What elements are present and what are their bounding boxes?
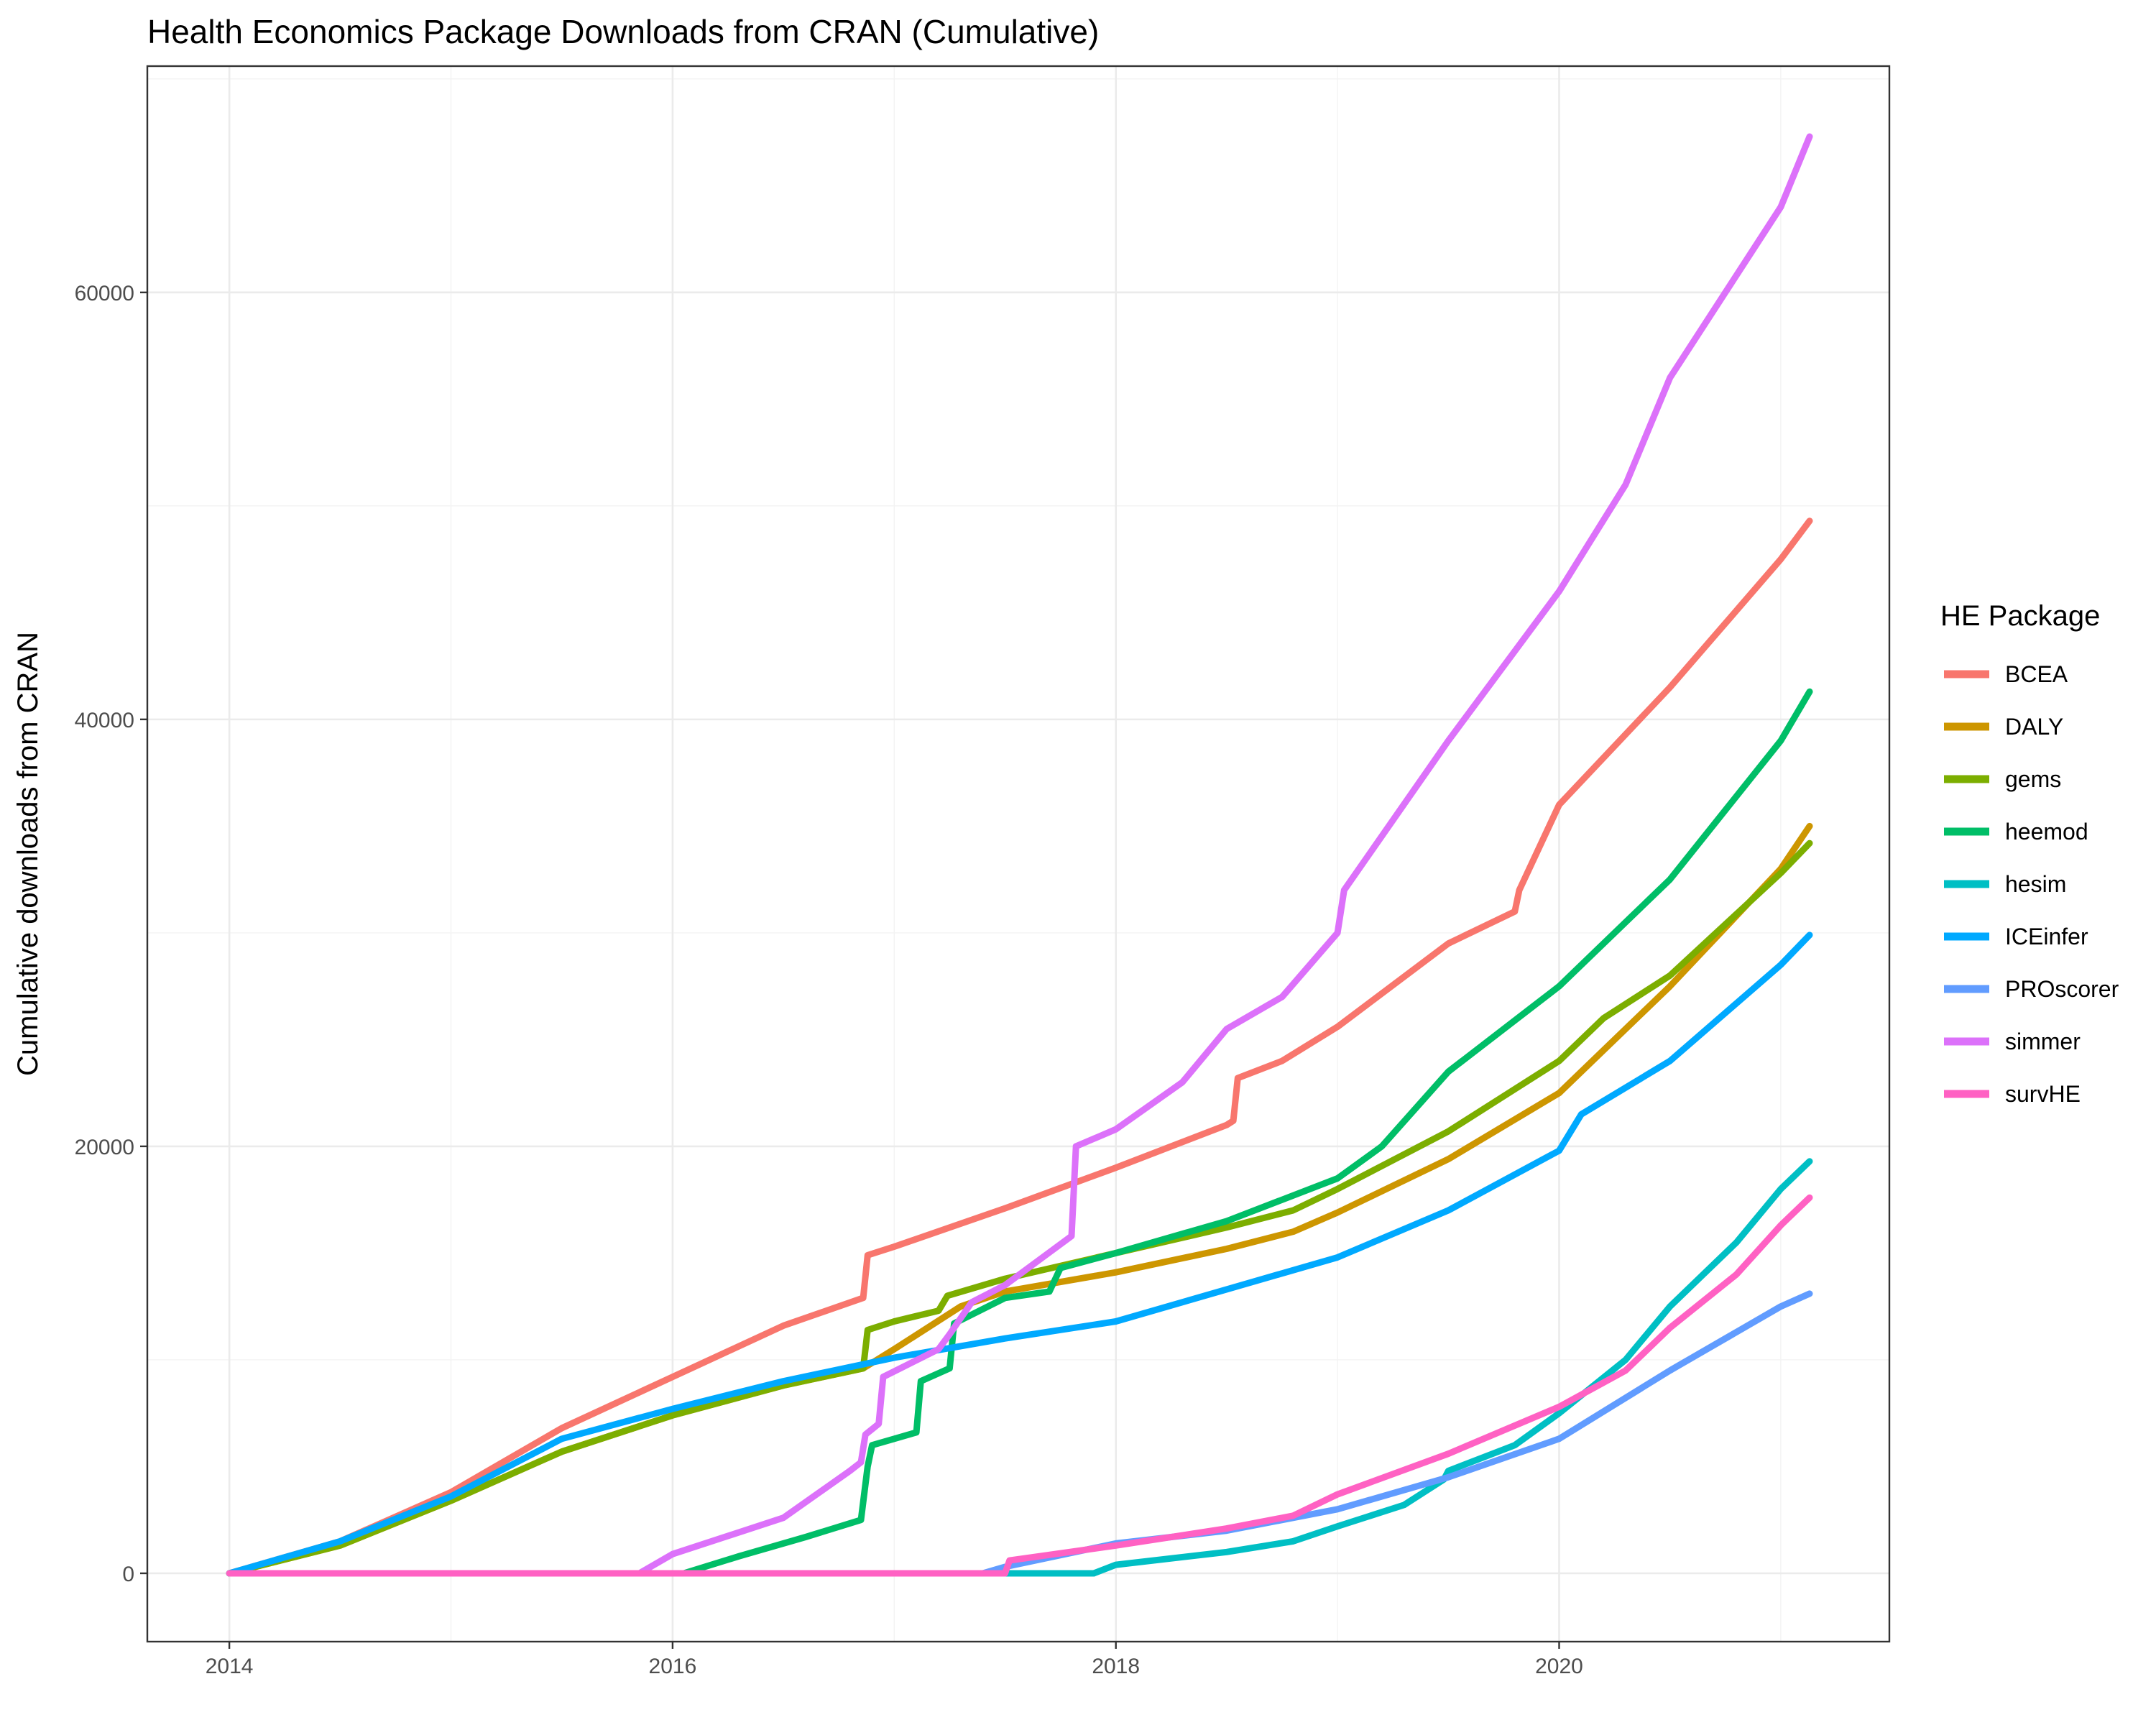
legend-label-hesim: hesim	[2005, 871, 2066, 897]
series-line-heemod	[680, 688, 1813, 1577]
x-tick-label: 2014	[206, 1655, 254, 1678]
x-tick-label: 2018	[1092, 1655, 1140, 1678]
y-tick-label: 20000	[75, 1136, 134, 1159]
y-tick-label: 60000	[75, 282, 134, 305]
legend-label-daly: DALY	[2005, 714, 2063, 740]
legend-label-simmer: simmer	[2005, 1029, 2081, 1054]
x-axis: 2014 2016 2018 2020	[206, 1642, 1583, 1678]
y-axis: 0 20000 40000 60000	[75, 282, 147, 1586]
legend-label-iceinfer: ICEinfer	[2005, 924, 2088, 949]
legend-label-survhe: survHE	[2005, 1081, 2081, 1107]
plot-panel-border	[146, 65, 1891, 1643]
legend-label-gems: gems	[2005, 766, 2061, 792]
y-axis-title: Cumulative downloads from CRAN	[12, 632, 44, 1076]
series-lines	[226, 133, 1813, 1577]
legend-label-proscorer: PROscorer	[2005, 976, 2119, 1002]
x-tick-label: 2020	[1535, 1655, 1583, 1678]
y-tick-label: 40000	[75, 709, 134, 732]
series-line-survhe	[226, 1194, 1813, 1577]
legend-title: HE Package	[1940, 600, 2100, 632]
legend-label-bcea: BCEA	[2005, 661, 2068, 687]
series-line-bcea	[226, 518, 1813, 1577]
y-tick-label: 0	[122, 1563, 134, 1586]
series-line-simmer	[636, 133, 1813, 1577]
legend-label-heemod: heemod	[2005, 819, 2088, 845]
series-line-iceinfer	[226, 932, 1813, 1577]
x-tick-label: 2016	[649, 1655, 697, 1678]
series-line-gems	[226, 840, 1813, 1577]
legend: HE Package BCEA DALY gems heemod hesim ICEinf…	[1940, 600, 2119, 1107]
chart-title: Health Economics Package Downloads from …	[147, 13, 1099, 50]
